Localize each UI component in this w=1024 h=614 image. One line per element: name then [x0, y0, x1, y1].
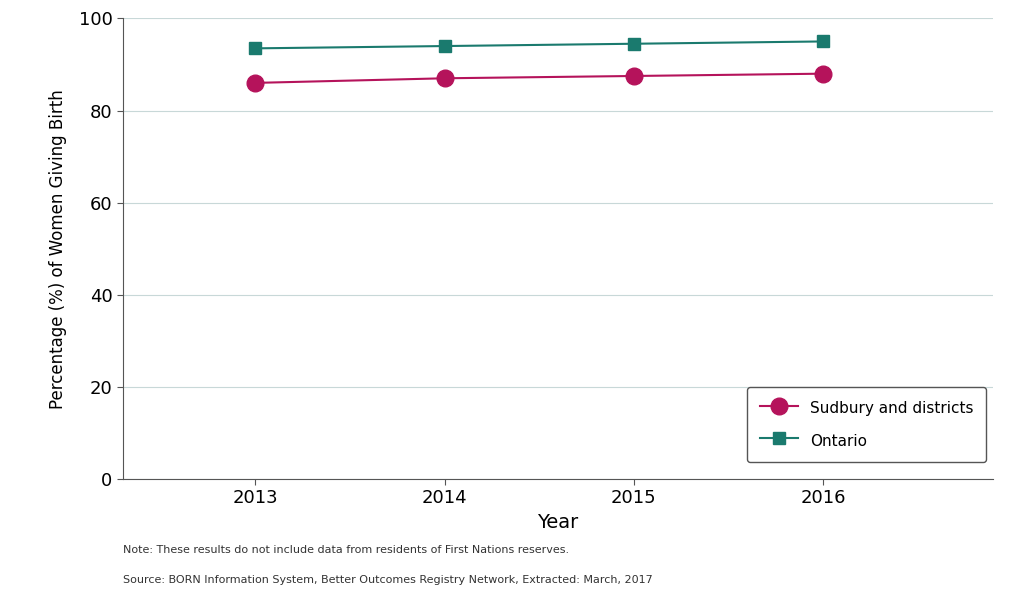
- Ontario: [438, 42, 451, 50]
- Y-axis label: Percentage (%) of Women Giving Birth: Percentage (%) of Women Giving Birth: [49, 89, 68, 408]
- Sudbury and districts: [249, 79, 261, 87]
- Sudbury and districts: [817, 70, 829, 77]
- Ontario: [249, 45, 261, 52]
- Legend: Sudbury and districts, Ontario: Sudbury and districts, Ontario: [748, 387, 986, 462]
- X-axis label: Year: Year: [538, 513, 579, 532]
- Ontario: [628, 40, 640, 47]
- Text: Source: BORN Information System, Better Outcomes Registry Network, Extracted: Ma: Source: BORN Information System, Better …: [123, 575, 652, 585]
- Ontario: [817, 38, 829, 45]
- Text: Note: These results do not include data from residents of First Nations reserves: Note: These results do not include data …: [123, 545, 569, 554]
- Sudbury and districts: [628, 72, 640, 80]
- Line: Sudbury and districts: Sudbury and districts: [247, 65, 831, 91]
- Sudbury and districts: [438, 75, 451, 82]
- Line: Ontario: Ontario: [249, 35, 829, 55]
